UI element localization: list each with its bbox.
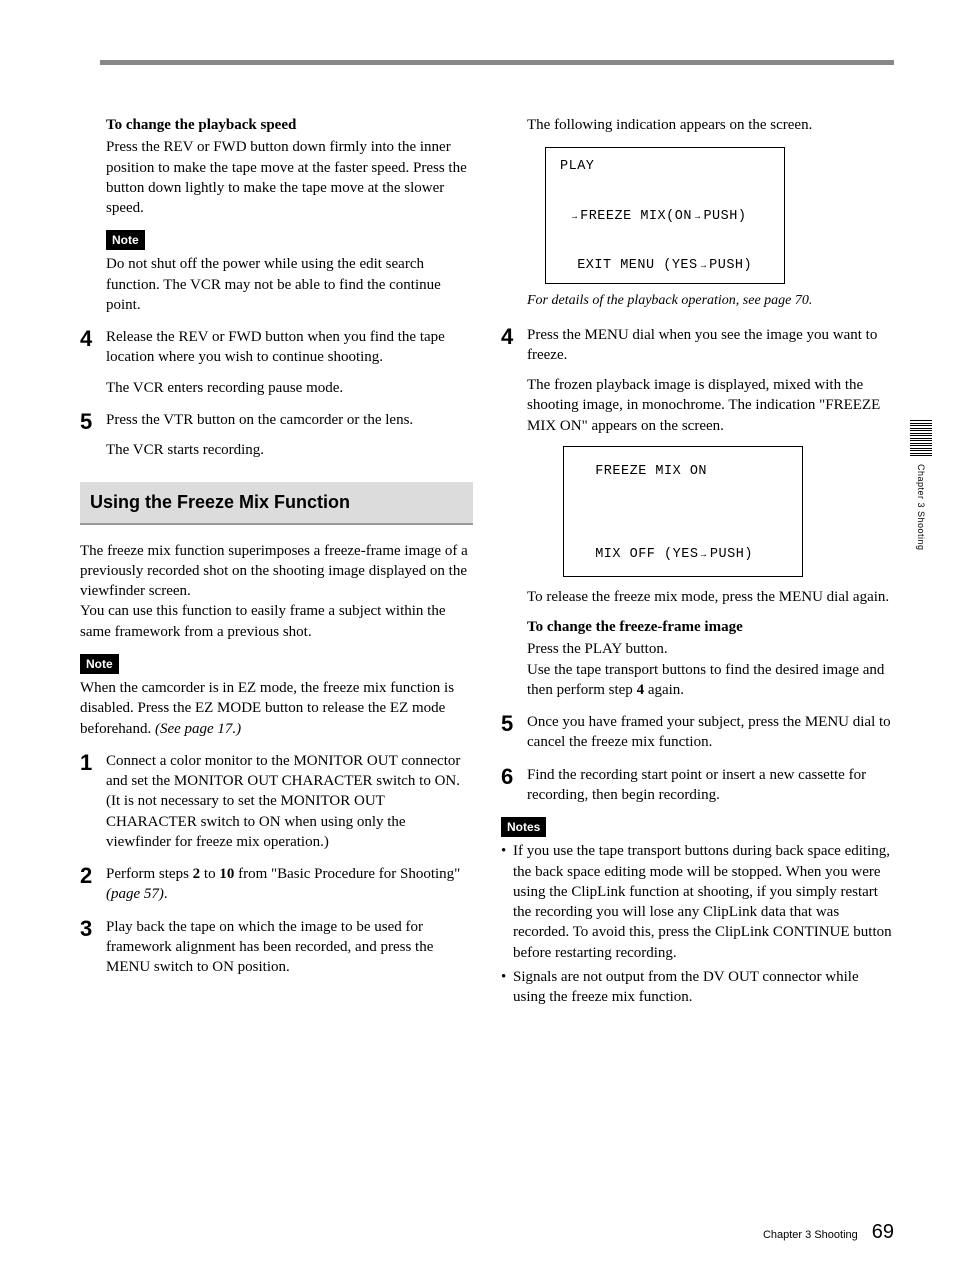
paragraph: Connect a color monitor to the MONITOR O… (106, 751, 473, 852)
step-number: 4 (501, 325, 527, 348)
step-number: 3 (80, 917, 106, 940)
screen-line: FREEZE MIX(ONPUSH) (560, 210, 770, 224)
note-label: Note (106, 230, 145, 250)
step-4: 4 Press the MENU dial when you see the i… (501, 325, 894, 701)
paragraph: To release the freeze mix mode, press th… (527, 587, 894, 607)
paragraph: Play back the tape on which the image to… (106, 917, 473, 978)
step-number: 4 (80, 327, 106, 350)
paragraph: Use the tape transport buttons to find t… (527, 660, 894, 701)
figure-caption: For details of the playback operation, s… (527, 292, 894, 311)
page-content: To change the playback speed Press the R… (0, 0, 954, 1051)
step-5: 5 Press the VTR button on the camcorder … (80, 410, 473, 461)
paragraph: Press the MENU dial when you see the ima… (527, 325, 894, 366)
bullet-text: Signals are not output from the DV OUT c… (513, 967, 894, 1008)
subheading: To change the freeze-frame image (527, 617, 894, 637)
screen-line: FREEZE MIX ON (578, 465, 788, 479)
bullet-item: • If you use the tape transport buttons … (501, 841, 894, 963)
paragraph: Find the recording start point or insert… (527, 765, 894, 806)
paragraph: The VCR starts recording. (106, 440, 473, 460)
screen-line: MIX OFF (YESPUSH) (578, 548, 788, 562)
right-column: The following indication appears on the … (501, 115, 894, 1011)
step-number: 1 (80, 751, 106, 774)
paragraph: The freeze mix function superimposes a f… (80, 541, 473, 642)
page-number: 69 (872, 1219, 894, 1246)
paragraph: Press the PLAY button. (527, 639, 894, 659)
side-tab-text: Chapter 3 Shooting (915, 464, 927, 551)
step-4: 4 Release the REV or FWD button when you… (80, 327, 473, 398)
section-title: Using the Freeze Mix Function (90, 492, 350, 512)
side-tab: Chapter 3 Shooting (910, 420, 932, 551)
paragraph: The following indication appears on the … (527, 115, 894, 135)
screen-display-1: PLAY FREEZE MIX(ONPUSH) EXIT MENU (YESPU… (545, 147, 785, 284)
note-label: Note (80, 654, 119, 674)
subheading: To change the playback speed (106, 115, 473, 135)
footer-chapter: Chapter 3 Shooting (763, 1228, 858, 1243)
paragraph: The VCR enters recording pause mode. (106, 378, 473, 398)
two-column-layout: To change the playback speed Press the R… (80, 115, 894, 1011)
step-2: 2 Perform steps 2 to 10 from "Basic Proc… (80, 864, 473, 905)
step-number: 6 (501, 765, 527, 788)
step-3: 3 Play back the tape on which the image … (80, 917, 473, 978)
step-number: 5 (80, 410, 106, 433)
step-1: 1 Connect a color monitor to the MONITOR… (80, 751, 473, 852)
bullet-text: If you use the tape transport buttons du… (513, 841, 894, 963)
paragraph: Press the REV or FWD button down firmly … (106, 137, 473, 218)
step-number: 2 (80, 864, 106, 887)
side-lines-icon (910, 420, 932, 456)
bullet-mark: • (501, 841, 513, 963)
step-5: 5 Once you have framed your subject, pre… (501, 712, 894, 753)
paragraph: Release the REV or FWD button when you f… (106, 327, 473, 368)
section-heading-bar: Using the Freeze Mix Function (80, 482, 473, 524)
left-column: To change the playback speed Press the R… (80, 115, 473, 1011)
paragraph: Press the VTR button on the camcorder or… (106, 410, 473, 430)
step-6: 6 Find the recording start point or inse… (501, 765, 894, 806)
screen-line: PLAY (560, 160, 770, 174)
note-body: When the camcorder is in EZ mode, the fr… (80, 678, 473, 739)
paragraph: Once you have framed your subject, press… (527, 712, 894, 753)
paragraph: Perform steps 2 to 10 from "Basic Proced… (106, 864, 473, 905)
step-number: 5 (501, 712, 527, 735)
paragraph: The frozen playback image is displayed, … (527, 375, 894, 436)
note-body: Do not shut off the power while using th… (106, 254, 473, 315)
top-rule (100, 60, 894, 65)
screen-display-2: FREEZE MIX ON MIX OFF (YESPUSH) (563, 446, 803, 577)
page-footer: Chapter 3 Shooting 69 (763, 1219, 894, 1246)
notes-label: Notes (501, 817, 546, 837)
screen-line: EXIT MENU (YESPUSH) (560, 259, 770, 273)
bullet-item: • Signals are not output from the DV OUT… (501, 967, 894, 1008)
bullet-mark: • (501, 967, 513, 1008)
